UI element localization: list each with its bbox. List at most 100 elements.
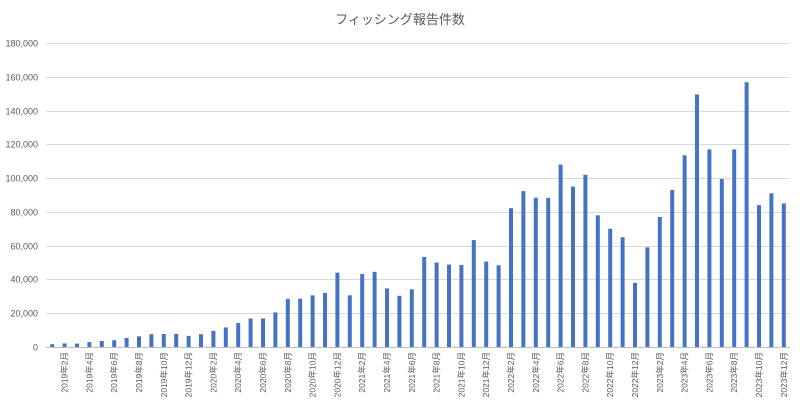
bar — [211, 330, 216, 347]
x-tick-label: 2021年4月 — [382, 352, 392, 393]
bar — [447, 264, 451, 347]
bar — [124, 337, 129, 347]
bar — [335, 272, 340, 347]
bar — [459, 264, 464, 347]
bar — [608, 228, 613, 347]
bar — [112, 340, 117, 347]
bar — [707, 149, 712, 347]
y-tick-label: 140,000 — [5, 107, 38, 117]
bar — [75, 343, 79, 347]
bar — [645, 247, 650, 347]
x-tick-label: 2020年8月 — [283, 352, 293, 393]
x-tick-label: 2021年10月 — [456, 352, 466, 397]
bar — [323, 292, 327, 347]
x-tick-label: 2023年4月 — [680, 352, 690, 393]
bars — [50, 82, 786, 348]
x-tick-label: 2020年12月 — [332, 352, 342, 397]
bar — [682, 155, 687, 347]
x-tick-label: 2022年10月 — [605, 352, 615, 397]
bar — [347, 295, 352, 347]
x-tick-label: 2023年10月 — [754, 352, 764, 397]
bar — [546, 197, 551, 347]
bar — [298, 298, 303, 347]
bar — [50, 344, 55, 347]
bar — [533, 197, 538, 347]
x-axis-tick-labels: 2019年2月 2019年4月 2019年6月 2019年8月 2019年10月 2019… — [60, 352, 789, 397]
bar — [360, 274, 365, 347]
x-tick-label: 2022年2月 — [506, 352, 516, 393]
bar — [149, 334, 154, 347]
y-tick-label: 180,000 — [5, 39, 38, 49]
x-tick-label: 2019年6月 — [109, 352, 119, 393]
x-tick-label: 2021年2月 — [357, 352, 367, 393]
y-tick-label: 40,000 — [10, 275, 38, 285]
bar — [248, 318, 253, 347]
x-tick-label: 2019年4月 — [84, 352, 94, 393]
bar — [769, 193, 774, 347]
bar — [620, 237, 625, 347]
bar — [757, 205, 761, 347]
bar — [732, 149, 737, 347]
x-tick-label: 2020年2月 — [208, 352, 218, 393]
bar — [695, 94, 699, 347]
bar — [137, 336, 141, 347]
y-tick-label: 100,000 — [5, 174, 38, 184]
x-tick-label: 2020年4月 — [233, 352, 243, 393]
bar — [161, 334, 166, 347]
bar — [595, 215, 600, 347]
x-tick-label: 2021年12月 — [481, 352, 491, 397]
bar — [484, 261, 489, 347]
bar — [310, 295, 315, 347]
bar — [285, 298, 290, 347]
bar — [521, 191, 526, 347]
x-tick-label: 2019年2月 — [60, 352, 70, 393]
bar — [397, 295, 402, 347]
bar — [422, 256, 427, 347]
y-tick-label: 160,000 — [5, 73, 38, 83]
bar — [657, 216, 662, 347]
x-tick-label: 2021年6月 — [407, 352, 417, 393]
bar — [99, 340, 104, 347]
bar — [471, 240, 476, 347]
bar — [372, 271, 377, 347]
bar — [409, 289, 414, 347]
bar — [62, 343, 67, 347]
x-tick-label: 2023年2月 — [655, 352, 665, 393]
y-tick-label: 120,000 — [5, 140, 38, 150]
x-tick-label: 2019年8月 — [134, 352, 144, 393]
bar — [571, 186, 575, 347]
bar — [261, 318, 265, 347]
y-tick-label: 0 — [33, 343, 38, 353]
bar — [199, 334, 203, 347]
bar — [670, 189, 675, 347]
bar — [719, 178, 724, 347]
bar — [496, 265, 501, 347]
bar — [744, 82, 749, 348]
bar — [558, 164, 563, 347]
x-tick-label: 2020年10月 — [308, 352, 318, 397]
bar — [186, 335, 191, 347]
gridlines — [46, 43, 790, 314]
y-tick-label: 20,000 — [10, 309, 38, 319]
x-tick-label: 2019年10月 — [159, 352, 169, 397]
y-axis-tick-labels: 0 20,000 40,000 60,000 80,000 100,000 120,000 1… — [5, 39, 38, 353]
bar — [509, 208, 513, 347]
bar — [174, 333, 179, 347]
x-tick-label: 2019年12月 — [184, 352, 194, 397]
bar — [633, 282, 637, 347]
x-tick-label: 2022年4月 — [531, 352, 541, 393]
bar — [223, 327, 228, 347]
bar — [87, 342, 92, 347]
x-tick-label: 2023年12月 — [779, 352, 789, 397]
x-tick-label: 2022年8月 — [580, 352, 590, 393]
x-tick-label: 2022年12月 — [630, 352, 640, 397]
y-tick-label: 60,000 — [10, 242, 38, 252]
x-tick-label: 2023年6月 — [704, 352, 714, 393]
x-tick-label: 2022年6月 — [556, 352, 566, 393]
bar — [385, 288, 389, 347]
bar — [434, 262, 439, 347]
x-tick-label: 2021年8月 — [432, 352, 442, 393]
y-tick-label: 80,000 — [10, 208, 38, 218]
